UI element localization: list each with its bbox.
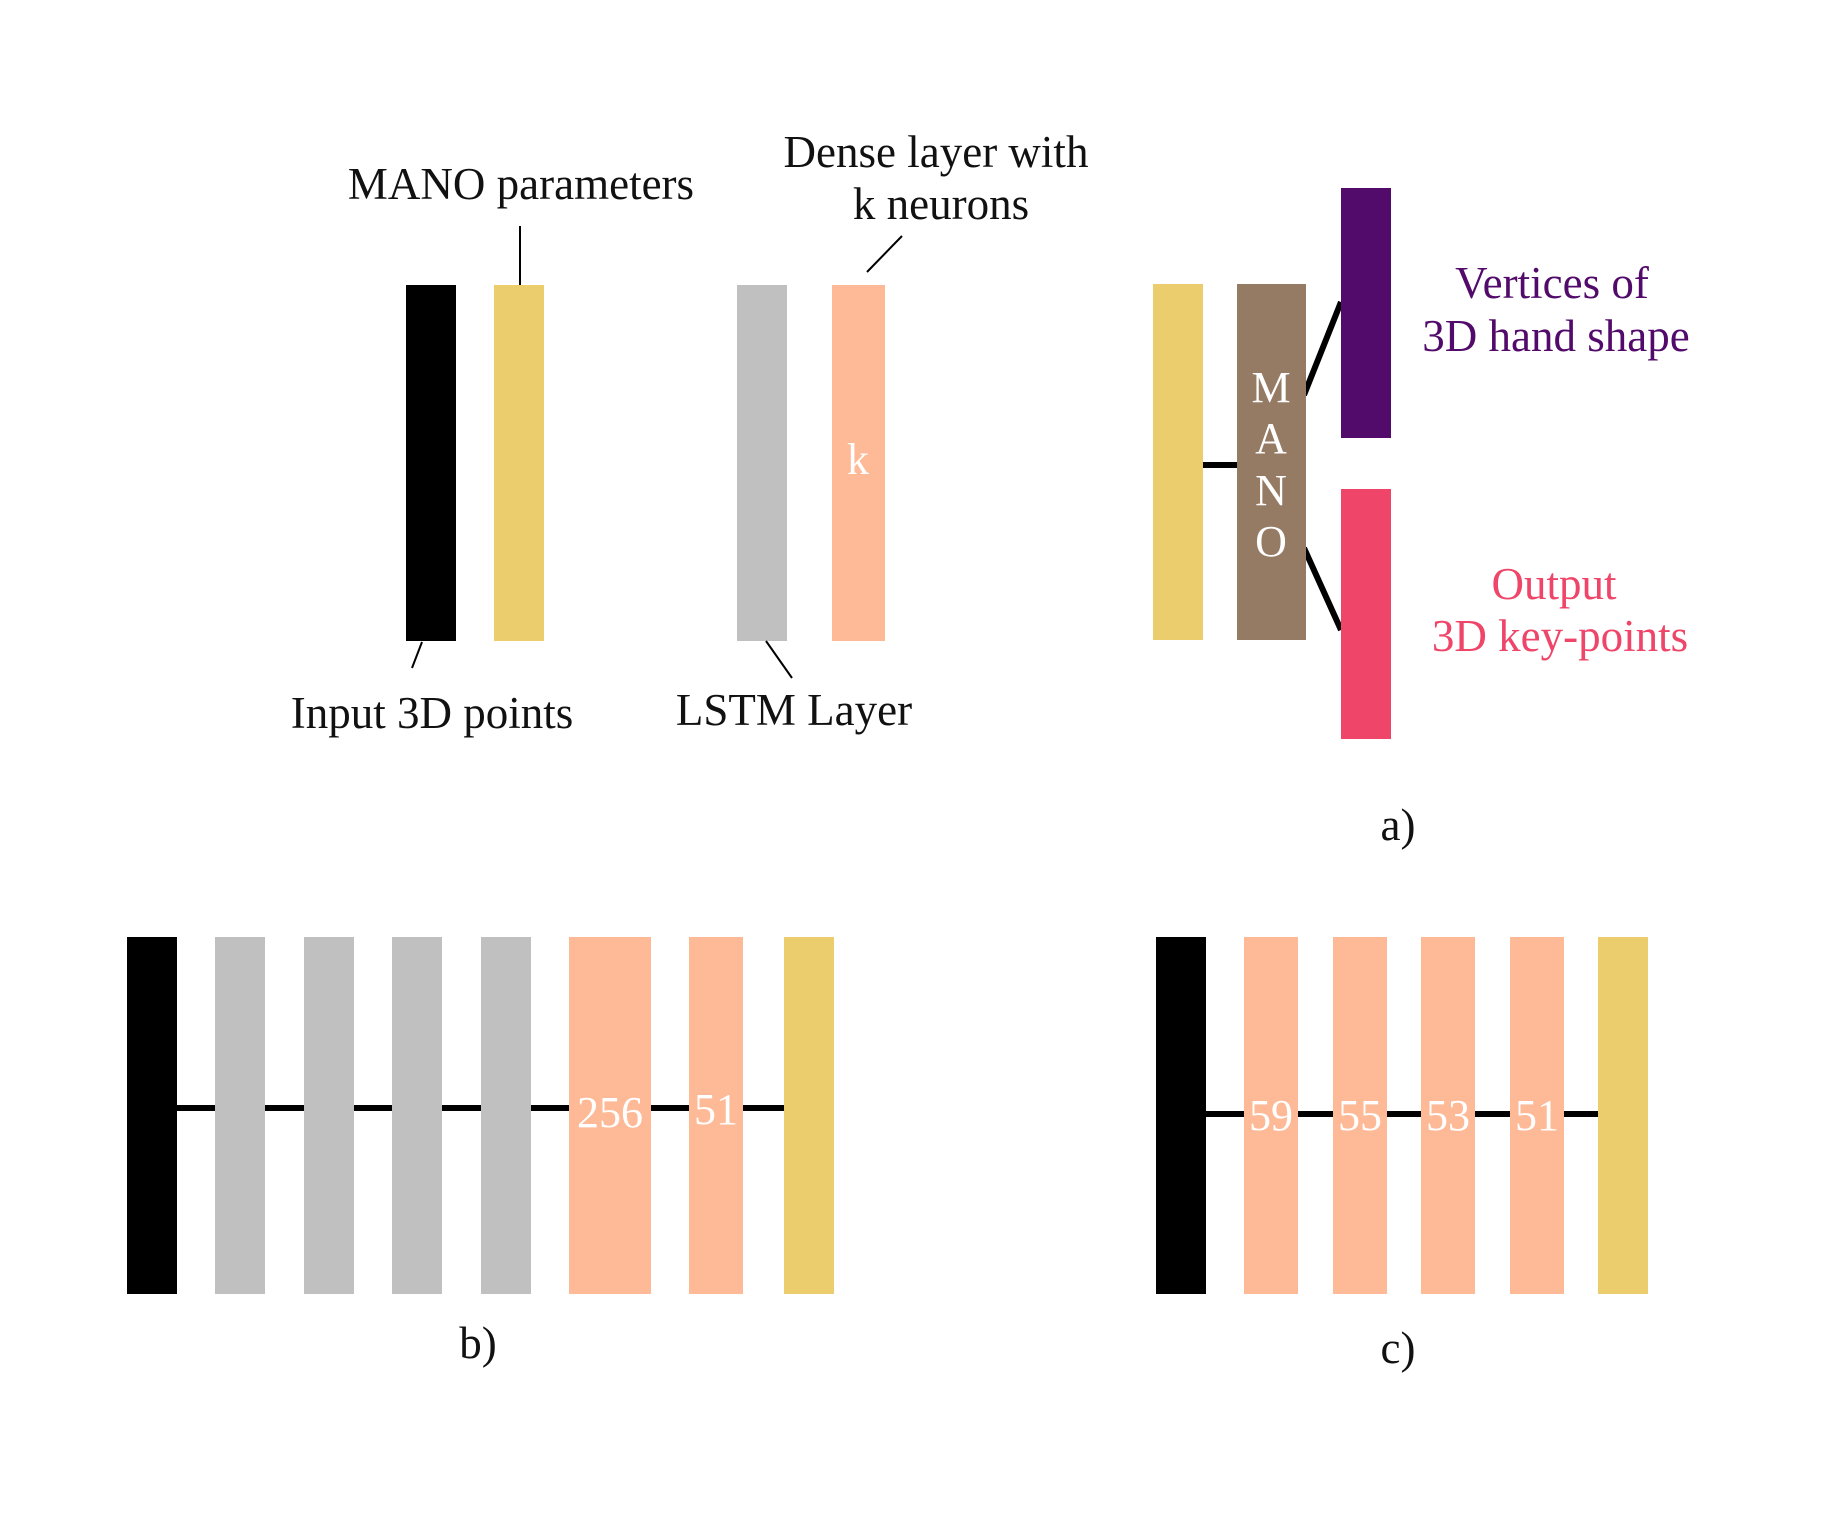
panel-c-output-bar <box>1598 937 1648 1294</box>
legend-dense-bar-label: k <box>847 435 869 484</box>
panel-c-dense-bar <box>1421 937 1475 1294</box>
panel-c-dense-label: 53 <box>1426 1091 1470 1140</box>
panel-b-dense-label: 256 <box>577 1088 643 1137</box>
panel-a-mano-params-bar <box>1153 284 1203 640</box>
vertices-label-line2: 3D hand shape <box>1422 311 1689 361</box>
panel-b-dense-bar <box>689 937 743 1294</box>
mano-letter-a: A <box>1255 414 1287 463</box>
keypoints-label-line2: 3D key-points <box>1432 611 1688 661</box>
panel-b-lstm-bar <box>481 937 531 1294</box>
vertices-label-line1: Vertices of <box>1455 258 1649 308</box>
panel-b-input-bar <box>127 937 177 1294</box>
panel-b-caption: b) <box>459 1318 497 1368</box>
legend-input-bar <box>406 285 456 641</box>
panel-a-keypoints-bar <box>1341 489 1391 739</box>
panel-c-dense-label: 55 <box>1338 1091 1382 1140</box>
panel-c-dense-bar <box>1244 937 1298 1294</box>
mano-letter-o: O <box>1255 517 1287 566</box>
dense-leader-line <box>866 235 903 273</box>
dense-layer-label-line2: k neurons <box>853 179 1029 229</box>
panel-b-dense-bar <box>569 937 651 1294</box>
panel-b-dense-label: 51 <box>694 1085 738 1134</box>
dense-layer-label-line1: Dense layer with <box>784 127 1089 177</box>
panel-b-lstm-bar <box>215 937 265 1294</box>
input-leader-line <box>411 641 423 669</box>
panel-a-link-mano-vertices <box>1301 300 1344 397</box>
panel-c-input-bar <box>1156 937 1206 1294</box>
lstm-leader-line <box>765 640 793 679</box>
mano-letter-m: M <box>1251 363 1290 412</box>
panel-c-dense-bar <box>1333 937 1387 1294</box>
lstm-layer-label: LSTM Layer <box>676 685 912 735</box>
keypoints-label-line1: Output <box>1491 559 1617 609</box>
panel-b-lstm-bar <box>304 937 354 1294</box>
mano-parameters-label: MANO parameters <box>348 159 694 209</box>
legend-lstm-bar <box>737 285 787 641</box>
panel-c-caption: c) <box>1381 1323 1416 1373</box>
panel-c-dense-bar <box>1510 937 1564 1294</box>
panel-b-output-bar <box>784 937 834 1294</box>
panel-a: M A N O Vertices of 3D hand shape Output… <box>1153 188 1690 850</box>
panel-b: 256 51 b) <box>127 937 834 1368</box>
mano-letter-n: N <box>1255 466 1287 515</box>
panel-a-mano-block <box>1237 284 1306 640</box>
panel-a-caption: a) <box>1381 800 1416 850</box>
legend: k MANO parameters Dense layer with k neu… <box>291 127 1089 738</box>
legend-dense-bar <box>832 285 885 641</box>
panel-c-dense-label: 59 <box>1249 1091 1293 1140</box>
panel-b-lstm-bar <box>392 937 442 1294</box>
input-points-label: Input 3D points <box>291 688 574 738</box>
panel-c: 59 55 53 51 c) <box>1156 937 1648 1373</box>
legend-mano-params-bar <box>494 285 544 641</box>
panel-a-link-mano-keypoints <box>1301 546 1344 632</box>
panel-a-vertices-bar <box>1341 188 1391 438</box>
panel-c-dense-label: 51 <box>1515 1091 1559 1140</box>
